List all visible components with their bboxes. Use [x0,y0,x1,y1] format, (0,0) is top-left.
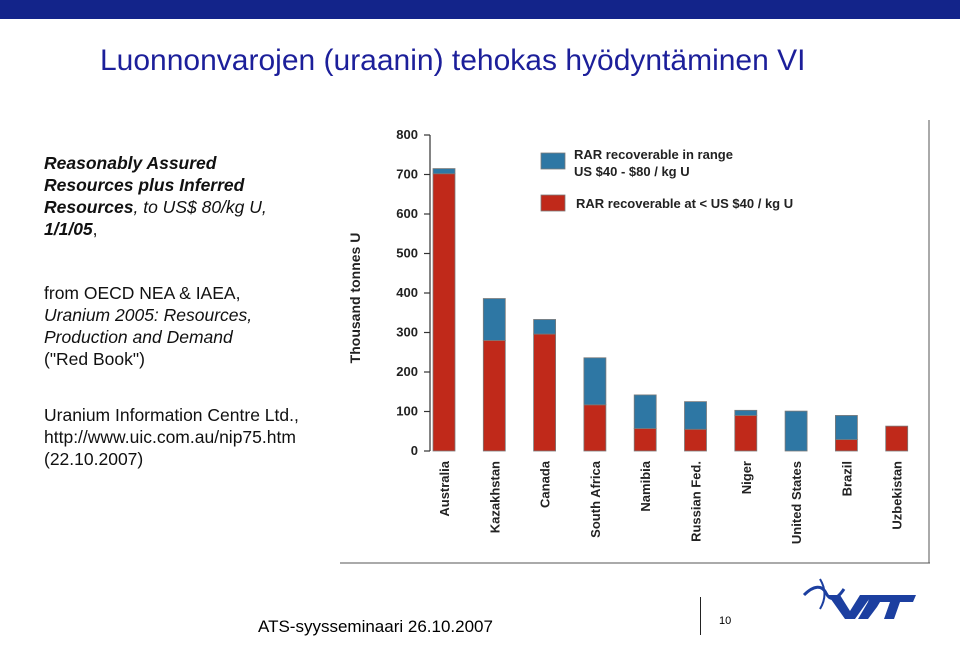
bar-segment [533,319,557,335]
y-tick-label: 700 [396,167,418,182]
y-tick-label: 200 [396,364,418,379]
x-tick-label: Kazakhstan [487,461,502,533]
uranium-resources-chart: 0 100 200 300 400 500 600 700 800 Thousand tonnes… [340,120,930,564]
bar-segment [784,410,808,452]
source-line: ("Red Book") [44,349,145,369]
bar-segment [633,394,657,429]
bar-segment [633,428,657,452]
bar-segment [734,415,758,452]
x-tick-label: Russian Fed. [689,461,704,542]
x-tick-label: Australia [437,460,452,516]
bar-segment [533,333,557,452]
bar-segment [583,404,607,452]
footer-divider [700,597,701,635]
footer-text: ATS-syysseminaari 26.10.2007 [258,617,493,636]
x-tick-label: Niger [739,461,754,494]
bar-segment [482,298,506,341]
description-line: Reasonably Assured [44,153,217,173]
source-line: Production and Demand [44,327,233,347]
y-tick-label: 100 [396,404,418,419]
legend-label: US $40 - $80 / kg U [574,164,690,179]
bar-segment [583,357,607,406]
description-line: Resources plus Inferred [44,175,245,195]
x-tick-label: Namibia [638,460,653,511]
description-line: 1/1/05, [44,219,98,239]
bar-segment [432,173,456,452]
legend-swatch [540,194,566,212]
y-tick-label: 300 [396,325,418,340]
description-line: Resources, to US$ 80/kg U, [44,197,267,217]
x-tick-label: Uzbekistan [890,461,905,530]
y-tick-label: 400 [396,285,418,300]
bar-segment [432,168,456,175]
x-tick-label: South Africa [588,460,603,538]
source-block: from OECD NEA & IAEA, Uranium 2005: Reso… [44,282,252,370]
bar-segment [834,415,858,440]
description-block: Reasonably Assured Resources plus Inferr… [44,152,267,240]
credit-date: (22.10.2007) [44,449,144,469]
credit-block: Uranium Information Centre Ltd., http://… [44,404,299,470]
credit-line: Uranium Information Centre Ltd., [44,405,299,425]
bar-segment [684,428,707,452]
x-tick-label: United States [789,461,804,544]
bar-segment [734,409,758,416]
top-bar [0,0,960,19]
bar-segment [885,425,909,452]
y-tick-label: 800 [396,127,418,142]
vtt-logo-icon [802,578,916,619]
legend-label: RAR recoverable in range [574,147,733,162]
legend-label: RAR recoverable at < US $40 / kg U [576,196,793,211]
source-line: from OECD NEA & IAEA, [44,283,241,303]
x-tick-label: Canada [538,460,553,508]
y-tick-label: 0 [411,443,418,458]
bar-segment [834,439,858,452]
legend-swatch [540,152,566,170]
bar-segment [684,401,707,430]
y-axis-label: Thousand tonnes U [347,233,363,364]
page-number: 10 [719,615,732,627]
page-title: Luonnonvarojen (uraanin) tehokas hyödynt… [100,44,806,77]
credit-url: http://www.uic.com.au/nip75.htm [44,427,296,447]
source-line: Uranium 2005: Resources, [44,305,253,325]
y-tick-label: 600 [396,206,418,221]
bar-segment [482,339,506,452]
y-tick-label: 500 [396,246,418,261]
x-tick-label: Brazil [839,461,854,496]
